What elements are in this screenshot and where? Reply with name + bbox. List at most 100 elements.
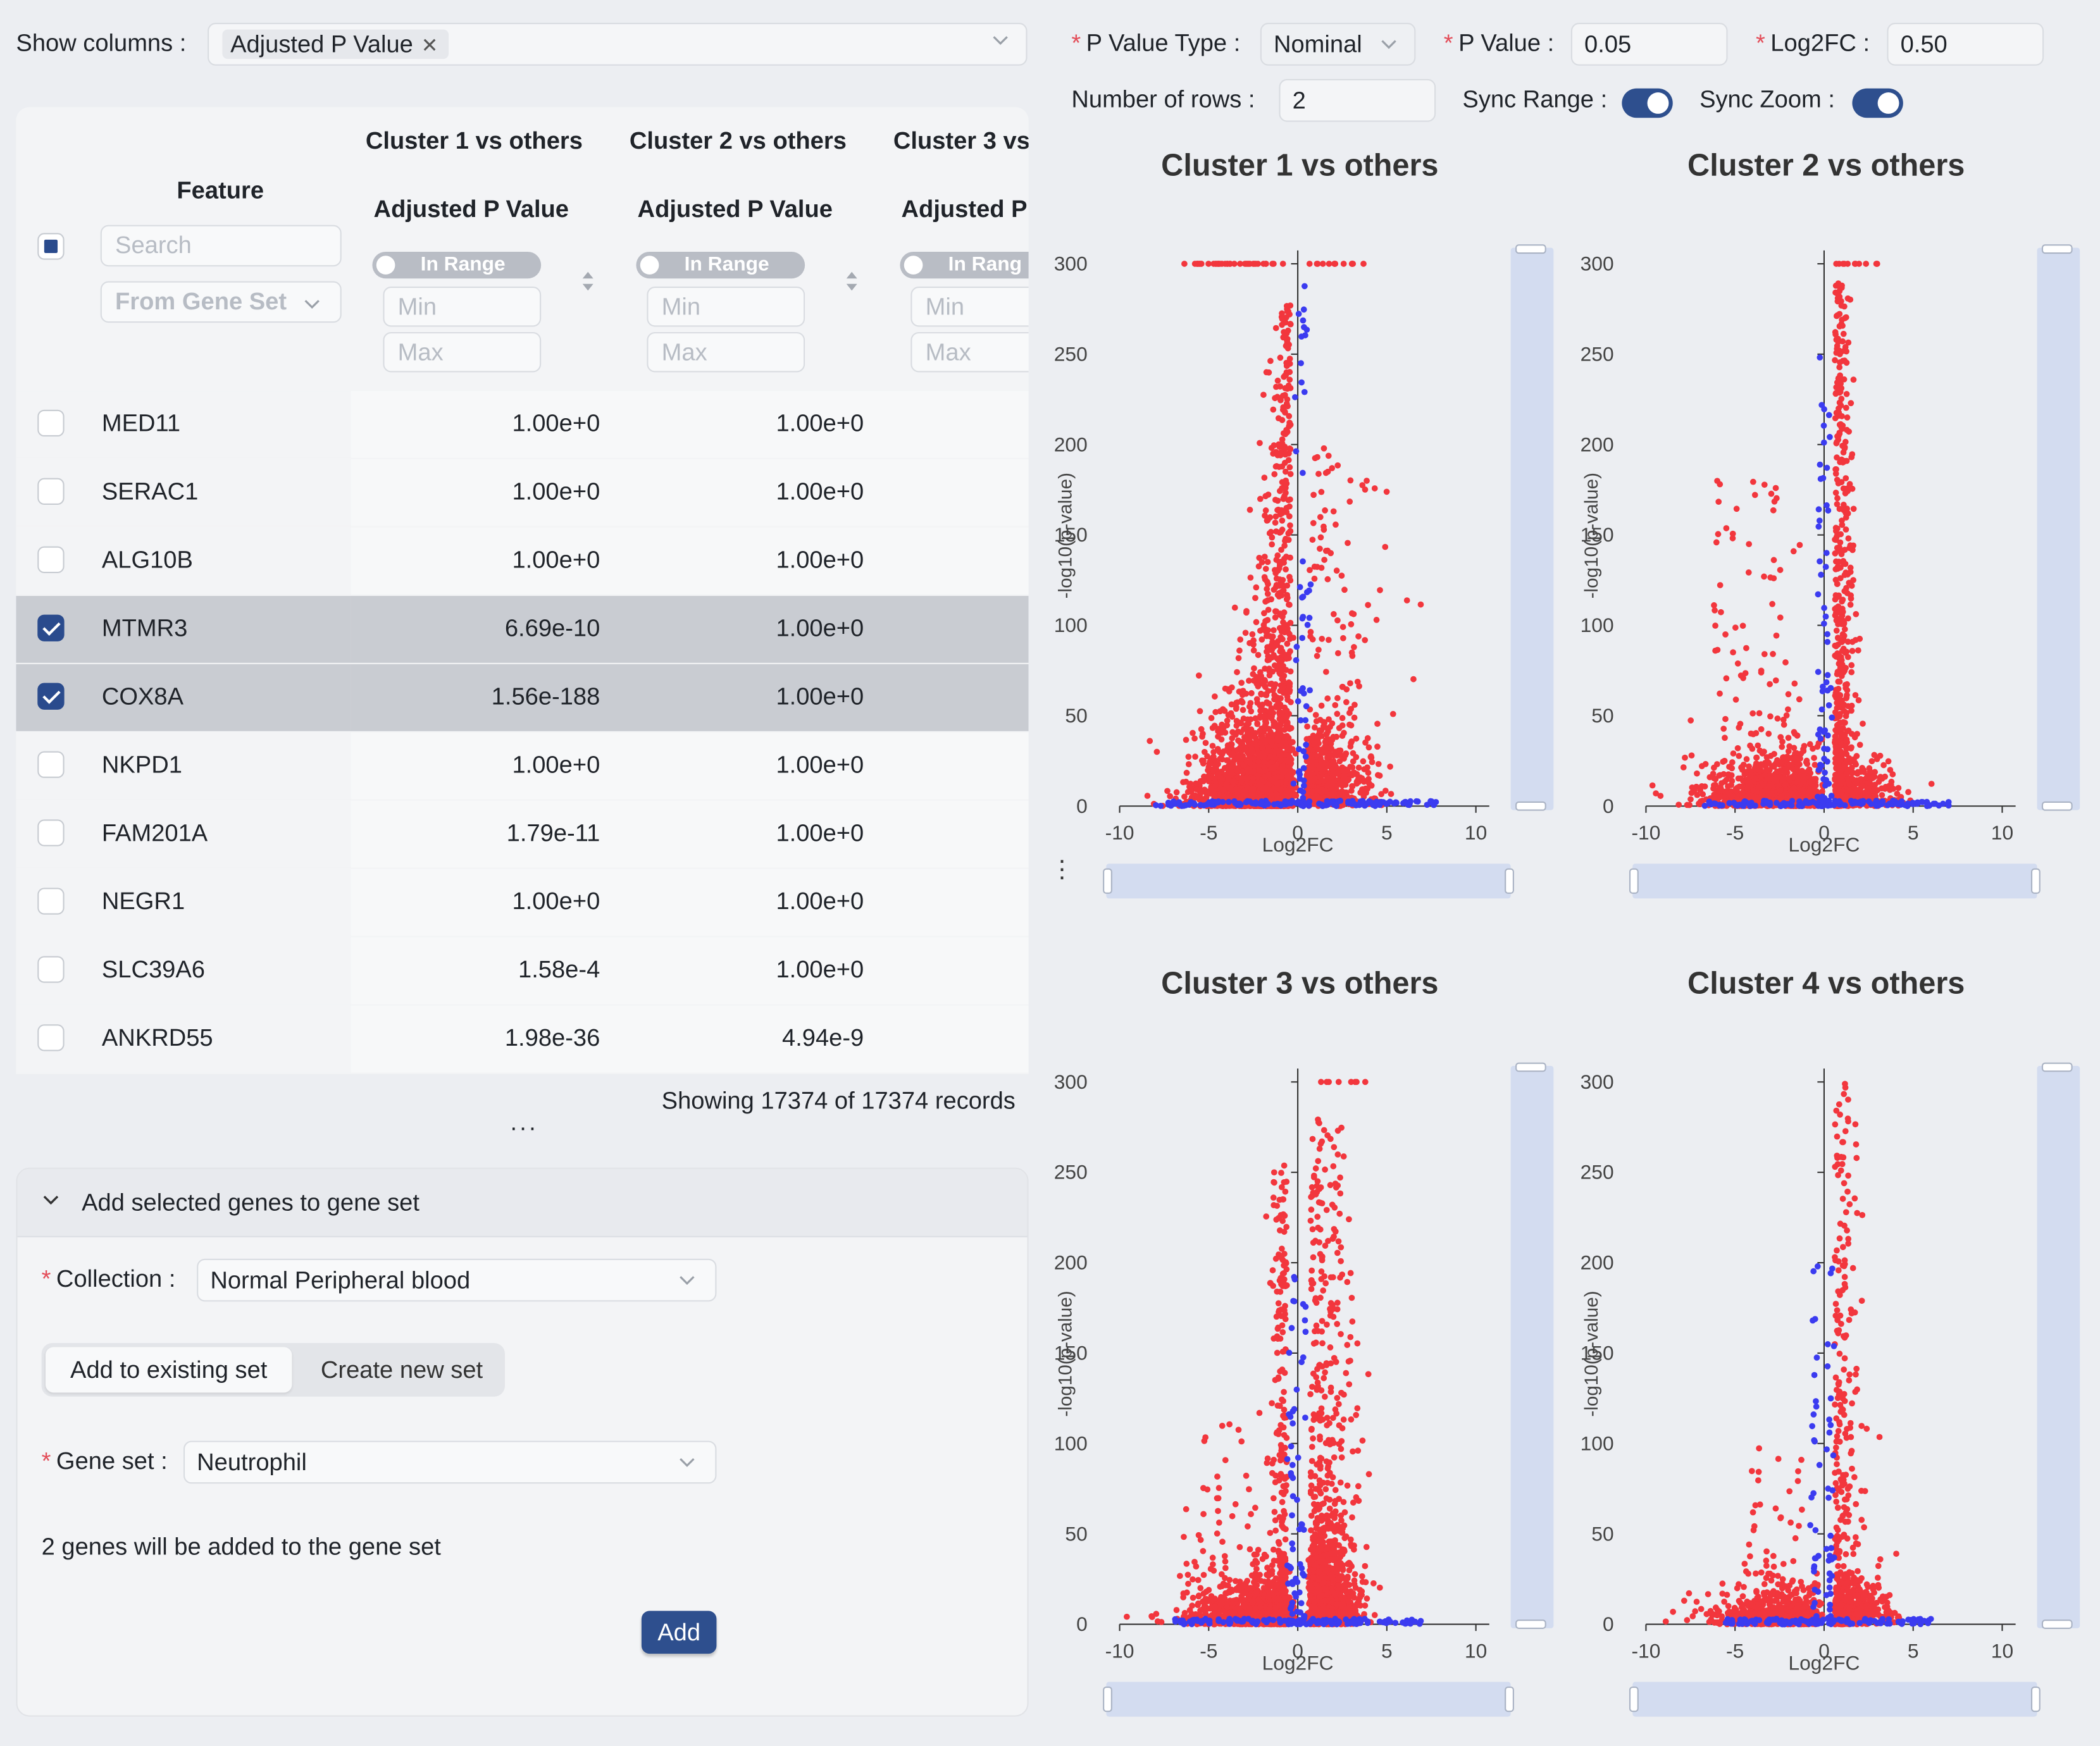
significant-point	[1748, 768, 1755, 774]
row-checkbox[interactable]	[37, 819, 64, 846]
row-checkbox[interactable]	[37, 478, 64, 505]
table-row[interactable]: NKPD11.00e+01.00e+0	[16, 733, 1028, 800]
volcano-plot-2[interactable]: 050100150200250300-10-50510Log2FC-log10(…	[1576, 134, 2099, 911]
cluster-2-max-input[interactable]: Max	[647, 332, 805, 373]
chevron-down-icon[interactable]	[991, 31, 1007, 47]
significant-point	[1288, 471, 1294, 477]
significant-point	[1267, 753, 1274, 760]
y-range-slider[interactable]	[1511, 248, 1554, 810]
p-value-input[interactable]: 0.05	[1571, 23, 1728, 66]
row-checkbox[interactable]	[37, 547, 64, 573]
significant-point	[1277, 695, 1284, 702]
table-row[interactable]: SLC39A61.58e-41.00e+0	[16, 938, 1028, 1005]
table-row[interactable]: ANKRD551.98e-364.94e-9	[16, 1006, 1028, 1073]
cluster-2-in-range-toggle[interactable]: In Range	[636, 252, 805, 278]
table-row[interactable]: ALG10B1.00e+01.00e+0	[16, 528, 1028, 595]
gene-set-filter-select[interactable]: From Gene Set	[101, 282, 342, 323]
significant-point	[1372, 485, 1378, 492]
sort-icon[interactable]	[845, 268, 859, 294]
significant-point	[1262, 493, 1269, 499]
more-indicator[interactable]: ...	[510, 1109, 538, 1137]
nonsignificant-point	[1329, 798, 1335, 805]
x-tick-label: -5	[1726, 821, 1744, 844]
significant-point	[1266, 657, 1272, 663]
significant-point	[1248, 746, 1255, 752]
significant-point	[1210, 743, 1216, 749]
value-cell	[351, 1006, 1029, 1073]
y-axis-label: -log10(p-value)	[1055, 473, 1076, 598]
significant-point	[1320, 526, 1327, 533]
rows-input[interactable]: 2	[1279, 79, 1436, 122]
x-slider-handle-left[interactable]	[1103, 869, 1112, 893]
table-row[interactable]: COX8A1.56e-1881.00e+0	[16, 664, 1028, 731]
row-checkbox[interactable]	[37, 888, 64, 914]
gene-set-panel-header[interactable]: Add selected genes to gene set	[18, 1169, 1029, 1237]
gene-name: MED11	[102, 410, 180, 438]
create-new-set-option[interactable]: Create new set	[304, 1347, 499, 1392]
cluster-3-min-input[interactable]: Min	[910, 287, 1028, 327]
table-row[interactable]: NEGR11.00e+01.00e+0	[16, 869, 1028, 936]
row-checkbox[interactable]	[37, 751, 64, 777]
table-row[interactable]: MED111.00e+01.00e+0	[16, 391, 1028, 458]
log2fc-input[interactable]: 0.50	[1887, 23, 2044, 66]
sync-range-switch[interactable]	[1622, 89, 1672, 118]
select-all-checkbox[interactable]	[37, 233, 64, 259]
row-checkbox[interactable]	[37, 615, 64, 641]
table-row[interactable]: FAM201A1.79e-111.00e+0	[16, 801, 1028, 868]
significant-point	[1799, 768, 1805, 774]
p-value-type-select[interactable]: Nominal	[1260, 23, 1416, 66]
volcano-plot-1[interactable]: 050100150200250300-10-50510Log2FC-log10(…	[1050, 134, 1572, 911]
show-columns-select[interactable]: Adjusted P Value✕	[208, 23, 1027, 66]
significant-point	[1246, 767, 1252, 773]
x-tick-label: 5	[1381, 821, 1393, 844]
chevron-down-icon[interactable]	[42, 1191, 61, 1210]
x-tick-label: -10	[1631, 821, 1660, 844]
cluster-1-max-input[interactable]: Max	[383, 332, 541, 373]
significant-point	[1192, 753, 1198, 760]
row-checkbox[interactable]	[37, 956, 64, 982]
significant-point	[1770, 651, 1776, 657]
add-to-existing-option[interactable]: Add to existing set	[46, 1347, 292, 1392]
significant-point	[1285, 328, 1291, 334]
significant-point	[1250, 637, 1257, 643]
table-row[interactable]: SERAC11.00e+01.00e+0	[16, 459, 1028, 526]
remove-tag-icon[interactable]: ✕	[421, 35, 438, 58]
y-slider-handle-bottom[interactable]	[1516, 802, 1546, 810]
column-tag: Adjusted P Value✕	[222, 30, 449, 59]
nonsignificant-point	[1299, 635, 1305, 641]
sync-range-label: Sync Range :	[1462, 85, 1607, 113]
significant-point	[1710, 771, 1717, 777]
cluster-2-min-input[interactable]: Min	[647, 287, 805, 327]
add-mode-segmented: Add to existing set Create new set	[42, 1343, 505, 1397]
y-slider-handle-top[interactable]	[1516, 245, 1546, 253]
cluster-1-min-input[interactable]: Min	[383, 287, 541, 327]
feature-search-input[interactable]: Search	[101, 225, 342, 267]
row-checkbox[interactable]	[37, 410, 64, 436]
table-row[interactable]: MTMR36.69e-101.00e+0	[16, 596, 1028, 663]
significant-point	[1758, 669, 1765, 676]
significant-point	[1353, 781, 1360, 787]
significant-point	[1756, 710, 1763, 717]
nonsignificant-point	[1291, 781, 1297, 787]
row-checkbox[interactable]	[37, 683, 64, 710]
significant-point	[1739, 764, 1746, 770]
significant-point	[1752, 492, 1758, 498]
cluster-3-max-input[interactable]: Max	[910, 332, 1028, 373]
add-button[interactable]: Add	[642, 1611, 717, 1654]
significant-point	[1273, 384, 1279, 390]
significant-point	[1256, 781, 1262, 788]
nonsignificant-point	[1301, 765, 1307, 771]
x-range-slider[interactable]	[1106, 864, 1510, 898]
significant-point	[1658, 793, 1664, 799]
sort-icon[interactable]	[581, 268, 595, 294]
collection-select[interactable]: Normal Peripheral blood	[197, 1259, 716, 1302]
significant-point	[1315, 471, 1322, 477]
x-slider-handle-right[interactable]	[1505, 869, 1513, 893]
row-checkbox[interactable]	[37, 1024, 64, 1051]
sync-zoom-switch[interactable]	[1852, 89, 1903, 118]
cluster-3-in-range-toggle[interactable]: In Rang	[900, 252, 1028, 278]
gene-set-select[interactable]: Neutrophil	[183, 1441, 716, 1484]
significant-point	[1283, 360, 1289, 366]
cluster-1-in-range-toggle[interactable]: In Range	[372, 252, 541, 278]
significant-point	[1265, 633, 1272, 639]
